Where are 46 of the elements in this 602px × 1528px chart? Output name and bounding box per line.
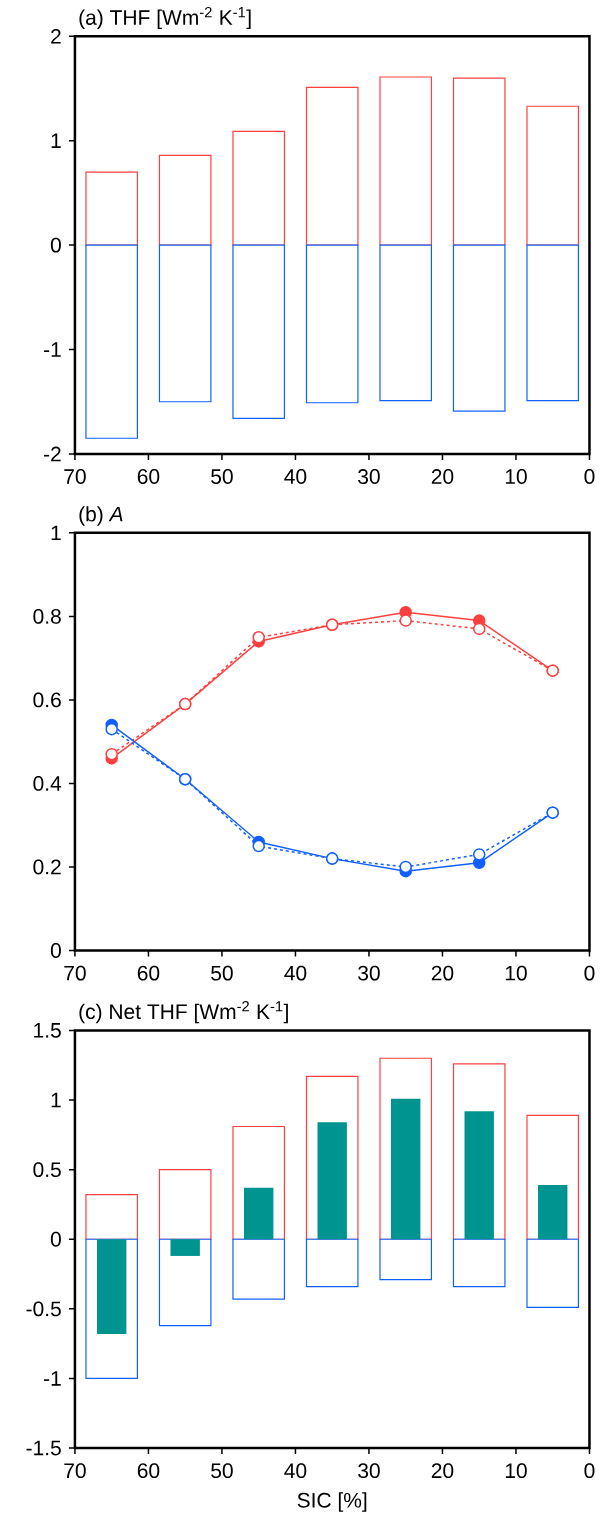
x-tick-label: 0 bbox=[584, 1463, 595, 1479]
x-tick-label: 0 bbox=[584, 469, 595, 484]
x-axis-title: SIC [%] bbox=[297, 1492, 367, 1512]
y-tick-label: 1 bbox=[51, 1092, 61, 1108]
y-tick-label: 1.5 bbox=[33, 1023, 61, 1038]
y-tick-label: 0.6 bbox=[33, 692, 61, 708]
x-tick-label: 60 bbox=[137, 965, 160, 981]
x-tick-label: 40 bbox=[284, 469, 307, 484]
x-tick-label: 20 bbox=[431, 965, 454, 981]
y-tick-label: 0.8 bbox=[33, 608, 61, 624]
y-tick-label: 1 bbox=[51, 133, 61, 148]
x-tick-label: 60 bbox=[137, 1463, 160, 1479]
x-tick-label: 40 bbox=[284, 1463, 307, 1479]
y-tick-label: 0.4 bbox=[33, 776, 61, 791]
x-tick-label: 70 bbox=[64, 469, 86, 484]
x-tick-label: 50 bbox=[210, 469, 233, 484]
x-tick-label: 60 bbox=[137, 469, 160, 484]
x-tick-label: 50 bbox=[210, 1463, 233, 1479]
x-tick-label: 30 bbox=[357, 1463, 380, 1479]
x-tick-label: 10 bbox=[505, 965, 527, 981]
x-tick-label: 20 bbox=[431, 469, 454, 484]
x-tick-label: 30 bbox=[357, 469, 380, 484]
y-tick-label: -2 bbox=[43, 446, 61, 462]
chart-title: (c) Net THF [Wm$^{-2}$ K$^{-1}$] bbox=[79, 1001, 288, 1024]
y-tick-label: 2 bbox=[50, 28, 61, 44]
x-tick-label: 20 bbox=[431, 1463, 454, 1479]
x-tick-label: 10 bbox=[505, 1463, 527, 1479]
y-tick-label: -1.5 bbox=[26, 1440, 61, 1456]
x-tick-label: 0 bbox=[584, 965, 595, 981]
y-tick-label: -1 bbox=[43, 1371, 61, 1386]
x-tick-label: 10 bbox=[505, 469, 527, 484]
y-tick-label: 0 bbox=[50, 943, 61, 958]
y-tick-label: 0.2 bbox=[33, 859, 61, 875]
y-tick-label: 0 bbox=[50, 1231, 61, 1247]
chart-title: (a) THF [Wm$^{-2}$ K$^{-1}$] bbox=[79, 6, 251, 30]
y-tick-label: 1 bbox=[51, 525, 61, 541]
y-tick-label: 0.5 bbox=[33, 1162, 61, 1178]
y-tick-label: 0 bbox=[50, 237, 61, 253]
x-tick-label: 30 bbox=[357, 965, 380, 981]
x-tick-label: 50 bbox=[210, 965, 233, 981]
x-tick-label: 70 bbox=[64, 965, 86, 981]
x-tick-label: 70 bbox=[64, 1463, 86, 1479]
y-tick-label: -1 bbox=[43, 342, 61, 357]
chart-title: (b) A bbox=[79, 506, 123, 526]
y-tick-label: -0.5 bbox=[26, 1301, 61, 1317]
x-tick-label: 40 bbox=[284, 965, 307, 981]
